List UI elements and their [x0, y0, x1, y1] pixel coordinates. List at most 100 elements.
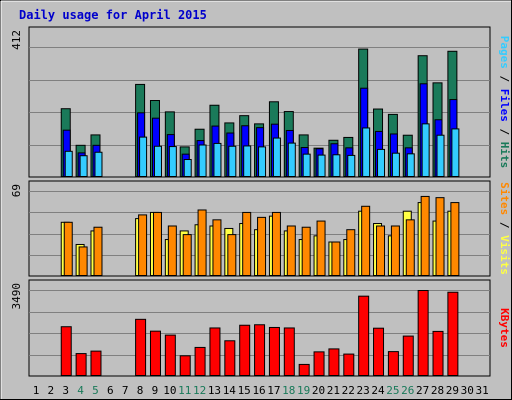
bar-pages-day-23: [362, 127, 371, 177]
x-tick-day-7: 7: [122, 384, 129, 397]
bar-kbytes-day-23: [358, 295, 370, 377]
bar-pages-day-24: [377, 148, 386, 178]
bar-kbytes-day-29: [447, 291, 459, 376]
bar-sites-day-15: [242, 211, 252, 277]
bar-sites-day-5: [93, 226, 103, 277]
bar-kbytes-day-8: [135, 318, 147, 376]
x-tick-day-6: 6: [107, 384, 114, 397]
x-tick-day-27: 27: [416, 384, 429, 397]
x-tick-day-2: 2: [48, 384, 55, 397]
bar-kbytes-day-20: [313, 351, 325, 376]
legend-part: /: [498, 69, 511, 89]
panel-visits-sites: 69 Sites / Visits: [10, 180, 511, 277]
series-legend-label: Pages / Files / Hits: [498, 36, 511, 169]
bar-pages-day-22: [347, 154, 356, 178]
bar-pages-day-13: [213, 142, 222, 178]
bar-kbytes-day-21: [328, 348, 340, 377]
bar-pages-day-18: [287, 142, 296, 177]
bar-sites-day-12: [197, 209, 207, 276]
bar-sites-day-21: [331, 241, 341, 276]
legend-part: /: [498, 215, 511, 235]
bar-pages-day-26: [406, 153, 415, 177]
x-tick-day-21: 21: [327, 384, 340, 397]
bar-pages-day-3: [64, 150, 73, 178]
bar-kbytes-day-13: [209, 327, 221, 377]
bar-kbytes-day-12: [194, 346, 206, 377]
x-axis: 1 2 3 4 5 6 7 8 9 10 11 12 13 14 15 16 17 18 19 20 21 22 23 24 2…: [33, 384, 489, 397]
bar-kbytes-day-24: [373, 327, 385, 376]
y-max-label: 412: [10, 30, 23, 50]
bar-kbytes-day-16: [254, 324, 266, 376]
bar-sites-day-17: [271, 211, 281, 277]
bar-pages-day-9: [153, 145, 162, 177]
bar-sites-day-14: [227, 234, 237, 276]
bar-kbytes-day-25: [387, 351, 399, 377]
bar-sites-day-8: [138, 214, 148, 276]
legend-part: Visits: [498, 235, 511, 275]
x-tick-day-30: 30: [461, 384, 474, 397]
legend-part: Files: [498, 89, 511, 122]
bar-pages-day-12: [198, 144, 207, 177]
bar-pages-day-10: [168, 146, 177, 177]
panel-kbytes: 3490 KBytes: [10, 279, 511, 377]
bar-pages-day-29: [451, 128, 460, 177]
bar-kbytes-day-19: [298, 363, 310, 377]
legend-part: KBytes: [498, 308, 511, 348]
x-tick-day-20: 20: [312, 384, 325, 397]
bar-sites-day-20: [316, 220, 326, 276]
x-tick-day-23: 23: [357, 384, 370, 397]
bar-sites-day-26: [405, 219, 415, 276]
bar-kbytes-day-10: [164, 334, 176, 376]
bar-sites-day-24: [376, 225, 386, 276]
bar-sites-day-16: [257, 216, 267, 277]
panel-hits-files-pages: 412 Pages / Files / Hits: [10, 26, 511, 178]
x-tick-day-19: 19: [297, 384, 310, 397]
bar-pages-day-4: [79, 155, 88, 177]
x-tick-day-22: 22: [342, 384, 355, 397]
x-tick-day-31: 31: [476, 384, 489, 397]
x-tick-day-11: 11: [178, 384, 191, 397]
bar-pages-day-15: [243, 145, 252, 178]
bar-kbytes-day-27: [417, 290, 429, 376]
x-tick-day-8: 8: [137, 384, 144, 397]
bars: [60, 195, 460, 277]
chart-panels: 412 Pages / Files / Hits 69 Sites / Visits 3…: [10, 26, 511, 377]
bar-kbytes-day-5: [90, 350, 102, 376]
bar-kbytes-day-18: [283, 327, 295, 377]
legend-part: Sites: [498, 182, 511, 215]
bar-kbytes-day-17: [268, 326, 280, 376]
x-tick-day-18: 18: [282, 384, 295, 397]
bar-pages-day-17: [272, 137, 281, 178]
x-tick-day-9: 9: [152, 384, 159, 397]
bar-sites-day-13: [212, 219, 222, 276]
bar-pages-day-27: [421, 123, 430, 177]
x-tick-day-26: 26: [401, 384, 414, 397]
bar-sites-day-22: [346, 229, 356, 276]
bar-pages-day-21: [332, 154, 341, 178]
bar-kbytes-day-4: [75, 353, 87, 377]
legend-part: Hits: [498, 142, 511, 169]
legend-part: Pages: [498, 36, 511, 69]
bar-pages-day-8: [139, 136, 148, 177]
y-max-label: 69: [10, 184, 23, 197]
x-tick-day-10: 10: [163, 384, 176, 397]
x-tick-day-13: 13: [208, 384, 221, 397]
bar-sites-day-10: [167, 225, 177, 276]
bar-pages-day-11: [183, 159, 192, 177]
x-tick-day-4: 4: [77, 384, 84, 397]
bar-sites-day-25: [390, 225, 400, 276]
x-tick-day-17: 17: [267, 384, 280, 397]
legend-part: /: [498, 122, 511, 142]
bar-pages-day-28: [436, 134, 445, 177]
x-tick-day-29: 29: [446, 384, 459, 397]
bar-sites-day-9: [152, 211, 162, 277]
bar-kbytes-day-3: [60, 326, 72, 377]
bar-kbytes-day-14: [224, 340, 236, 377]
x-tick-day-15: 15: [238, 384, 251, 397]
bar-pages-day-25: [391, 152, 400, 178]
series-legend-label: Sites / Visits: [498, 182, 511, 275]
bar-sites-day-28: [435, 197, 445, 276]
x-tick-day-1: 1: [33, 384, 40, 397]
x-tick-day-28: 28: [431, 384, 444, 397]
